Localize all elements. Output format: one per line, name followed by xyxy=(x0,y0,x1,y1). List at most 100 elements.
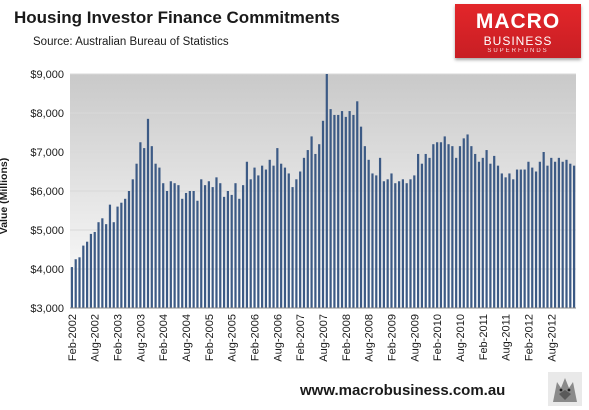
bar xyxy=(489,163,492,308)
bar xyxy=(264,169,268,308)
bar xyxy=(211,187,214,308)
x-tick-label: Feb-2012 xyxy=(523,314,535,361)
bar xyxy=(477,161,481,308)
wolf-icon xyxy=(548,372,582,406)
x-tick-label: Aug-2012 xyxy=(546,314,558,362)
bar xyxy=(329,109,332,308)
bar xyxy=(93,231,96,308)
x-ticks: Feb-2002 Aug-2002 Feb-2003 Aug-2003 Feb-2004… xyxy=(67,314,558,362)
logo-line-tagline: SUPERFUNDS xyxy=(487,48,549,54)
bar xyxy=(538,161,541,308)
bar xyxy=(356,101,359,308)
bar xyxy=(177,185,180,308)
bar xyxy=(512,179,515,308)
bar xyxy=(519,169,522,308)
x-tick-label: Aug-2008 xyxy=(364,314,376,362)
bar xyxy=(378,157,382,308)
bar xyxy=(78,257,81,308)
bar xyxy=(89,233,93,308)
bar xyxy=(553,161,557,308)
bar xyxy=(348,111,351,308)
bar xyxy=(135,163,138,308)
bar xyxy=(409,179,412,308)
bar xyxy=(124,198,127,308)
bar xyxy=(466,134,469,308)
bar xyxy=(340,111,344,308)
logo-line-macro: MACRO xyxy=(475,10,561,33)
x-tick-label: Aug-2010 xyxy=(455,314,467,362)
bar xyxy=(86,241,89,308)
bar xyxy=(394,183,397,308)
bar xyxy=(169,181,172,308)
bar xyxy=(493,155,496,308)
bar xyxy=(253,167,256,308)
bar xyxy=(367,159,370,308)
bar xyxy=(257,175,260,308)
bar xyxy=(165,191,169,308)
bar xyxy=(127,191,131,308)
bar xyxy=(215,177,218,308)
bar xyxy=(230,194,233,308)
bar xyxy=(302,157,306,308)
bar xyxy=(120,202,123,308)
x-tick-label: Aug-2007 xyxy=(318,314,330,362)
bar xyxy=(508,173,511,308)
bar xyxy=(474,153,477,308)
bar xyxy=(143,148,146,308)
bar xyxy=(523,169,526,308)
bar xyxy=(234,183,237,308)
bar xyxy=(242,185,245,308)
website-url[interactable]: www.macrobusiness.com.au xyxy=(300,382,506,399)
bar xyxy=(485,150,488,308)
x-tick-label: Feb-2009 xyxy=(386,314,398,361)
x-tick-label: Feb-2004 xyxy=(158,314,170,361)
x-tick-label: Feb-2005 xyxy=(204,314,216,361)
y-tick-label: $8,000 xyxy=(30,108,64,120)
bar xyxy=(74,259,77,308)
bar xyxy=(108,204,112,308)
bar xyxy=(371,173,374,308)
bar xyxy=(280,163,283,308)
x-tick-label: Feb-2008 xyxy=(341,314,353,361)
bar xyxy=(363,146,366,308)
bar xyxy=(238,198,241,308)
bar xyxy=(321,120,325,308)
bar xyxy=(188,191,191,308)
bar xyxy=(557,157,560,308)
bar xyxy=(105,224,108,308)
bar xyxy=(276,148,279,308)
bar xyxy=(314,153,317,308)
bar xyxy=(458,146,462,308)
x-tick-label: Feb-2003 xyxy=(113,314,125,361)
bar xyxy=(462,138,465,308)
bar xyxy=(158,167,161,308)
bar xyxy=(70,267,74,308)
bar xyxy=(219,183,222,308)
y-tick-label: $3,000 xyxy=(30,303,64,315)
x-tick-label: Aug-2003 xyxy=(135,314,147,362)
bar xyxy=(222,196,226,308)
bar xyxy=(500,173,503,308)
bar xyxy=(470,146,473,308)
bar xyxy=(299,171,302,308)
bar xyxy=(196,200,199,308)
bar xyxy=(249,179,252,308)
bar xyxy=(534,171,538,308)
bar xyxy=(428,157,431,308)
bar xyxy=(561,161,564,308)
bar xyxy=(287,173,290,308)
bar xyxy=(97,222,100,308)
x-tick-label: Feb-2007 xyxy=(295,314,307,361)
y-ticks: $3,000 $4,000 $5,000 $6,000 $7,000 $8,000 $9,0… xyxy=(30,69,64,315)
bar xyxy=(420,163,424,308)
bar xyxy=(318,144,321,308)
bar xyxy=(527,161,530,308)
bar xyxy=(268,159,271,308)
bar xyxy=(184,192,188,308)
chart-title: Housing Investor Finance Commitments xyxy=(14,8,340,27)
bar xyxy=(572,165,576,308)
bar xyxy=(455,157,458,308)
bar xyxy=(413,175,416,308)
bar xyxy=(531,167,534,308)
x-tick-label: Feb-2010 xyxy=(432,314,444,361)
